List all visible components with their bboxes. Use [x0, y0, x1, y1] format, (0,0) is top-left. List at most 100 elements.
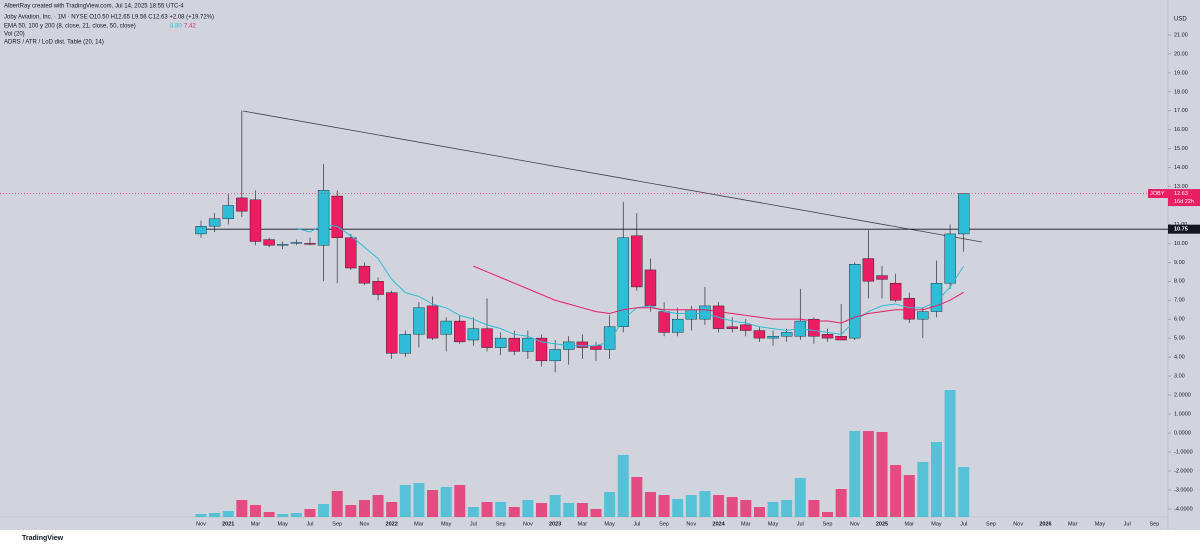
candle-body: [944, 233, 956, 284]
candle-body: [317, 190, 330, 246]
volume-bar: [549, 495, 561, 517]
legend-entry: 7.42: [184, 24, 196, 30]
candle-body: [576, 341, 589, 348]
volume-bar: [631, 477, 643, 517]
volume-bar: [917, 462, 929, 517]
candle-body: [603, 326, 616, 350]
legend-symbol: Joby Aviation, Inc. · 1M · NYSE O10.50 H…: [4, 15, 214, 21]
candle-body: [767, 336, 779, 339]
x-tick-label: 2021: [222, 521, 234, 527]
x-tick-label: May: [278, 521, 289, 527]
candle-body: [508, 337, 520, 352]
volume-bar: [318, 504, 330, 517]
volume-bar: [617, 455, 629, 517]
x-tick-label: 2022: [386, 521, 398, 527]
candle-body: [345, 237, 357, 269]
y-tick-label: 10.00: [1174, 241, 1188, 247]
candle-body: [849, 264, 861, 339]
volume-bar: [236, 500, 248, 517]
x-tick-label: Mar: [578, 521, 588, 527]
candle-body: [958, 193, 970, 235]
x-tick-label: May: [931, 521, 942, 527]
x-tick-label: May: [441, 521, 452, 527]
candle-body: [372, 281, 384, 295]
x-tick-label: Jul: [470, 521, 477, 527]
volume-bar: [835, 489, 847, 517]
legend-indicator: ADRS / ATR / LoD dist. Table (20, 14): [4, 40, 104, 46]
y2-tick-label: 0.0000: [1174, 430, 1191, 436]
volume-bar: [440, 487, 452, 517]
candle-body: [876, 275, 888, 280]
volume-bar: [644, 492, 656, 517]
trend-line: [242, 110, 983, 243]
candle-body: [399, 334, 411, 354]
candle-body: [740, 324, 752, 331]
volume-bar: [849, 431, 861, 517]
volume-bar: [481, 502, 493, 517]
candle-body: [631, 235, 643, 288]
x-tick-label: Mar: [251, 521, 261, 527]
x-tick-label: Mar: [741, 521, 751, 527]
volume-bar: [862, 431, 874, 517]
volume-bar: [427, 490, 439, 517]
y-tick-label: 5.00: [1174, 336, 1185, 342]
x-tick-label: Mar: [904, 521, 914, 527]
candle-body: [753, 330, 766, 339]
volume-bar: [726, 497, 738, 517]
volume-bar: [876, 432, 888, 517]
x-tick-label: Nov: [850, 521, 860, 527]
volume-bar: [222, 511, 234, 517]
volume-bar: [358, 500, 370, 517]
y-tick-label: 6.00: [1174, 317, 1185, 323]
candle-body: [222, 205, 234, 219]
candle-body: [699, 305, 711, 320]
y2-tick-label: -3.0000: [1174, 487, 1193, 493]
currency: USD: [1174, 17, 1187, 23]
volume-bar: [576, 503, 588, 517]
y2-tick-label: 2.0000: [1174, 392, 1191, 398]
candle-body: [644, 269, 657, 307]
volume-bar: [522, 500, 534, 517]
x-tick-label: Sep: [986, 521, 996, 527]
x-tick-label: Jul: [797, 521, 804, 527]
x-tick-label: Nov: [523, 521, 533, 527]
candle-body: [454, 320, 466, 343]
x-tick-label: Nov: [1013, 521, 1023, 527]
y-tick-label: 16.00: [1174, 127, 1188, 133]
y-tick-label: 9.00: [1174, 260, 1185, 266]
volume-bar: [495, 502, 507, 517]
candle-body: [385, 292, 398, 354]
volume-bar: [413, 483, 425, 517]
x-tick-label: Jul: [1124, 521, 1131, 527]
footer-bar: [0, 530, 1200, 546]
header: AlbertRay created with TradingView.com, …: [4, 4, 184, 10]
brand: TradingView: [22, 535, 64, 542]
volume-pane: [195, 390, 970, 517]
volume-bar: [454, 485, 466, 517]
volume-bar: [944, 390, 956, 517]
candle-body: [658, 311, 670, 333]
y-tick-label: 15.00: [1174, 146, 1188, 152]
y-tick-label: 19.00: [1174, 70, 1188, 76]
x-tick-label: 2023: [549, 521, 561, 527]
y-tick-label: 20.00: [1174, 51, 1188, 57]
y2-tick-label: 1.0000: [1174, 411, 1191, 417]
candle-body: [780, 332, 793, 337]
volume-bar: [767, 502, 779, 517]
x-tick-label: Sep: [496, 521, 506, 527]
volume-bar: [467, 507, 479, 517]
volume-bar: [290, 513, 302, 517]
volume-bar: [713, 495, 725, 517]
candle-body: [494, 337, 507, 348]
candle-body: [617, 237, 629, 327]
volume-bar: [685, 495, 697, 517]
ema-line: [473, 265, 964, 324]
y-tick-label: 18.00: [1174, 89, 1188, 95]
candle-body: [249, 199, 262, 242]
candle-body: [304, 243, 316, 245]
volume-bar: [958, 467, 970, 517]
level-label-box: [1168, 224, 1200, 234]
candle-body: [685, 309, 698, 320]
volume-bar: [794, 478, 806, 517]
last-price-label: 12.63: [1174, 191, 1188, 197]
